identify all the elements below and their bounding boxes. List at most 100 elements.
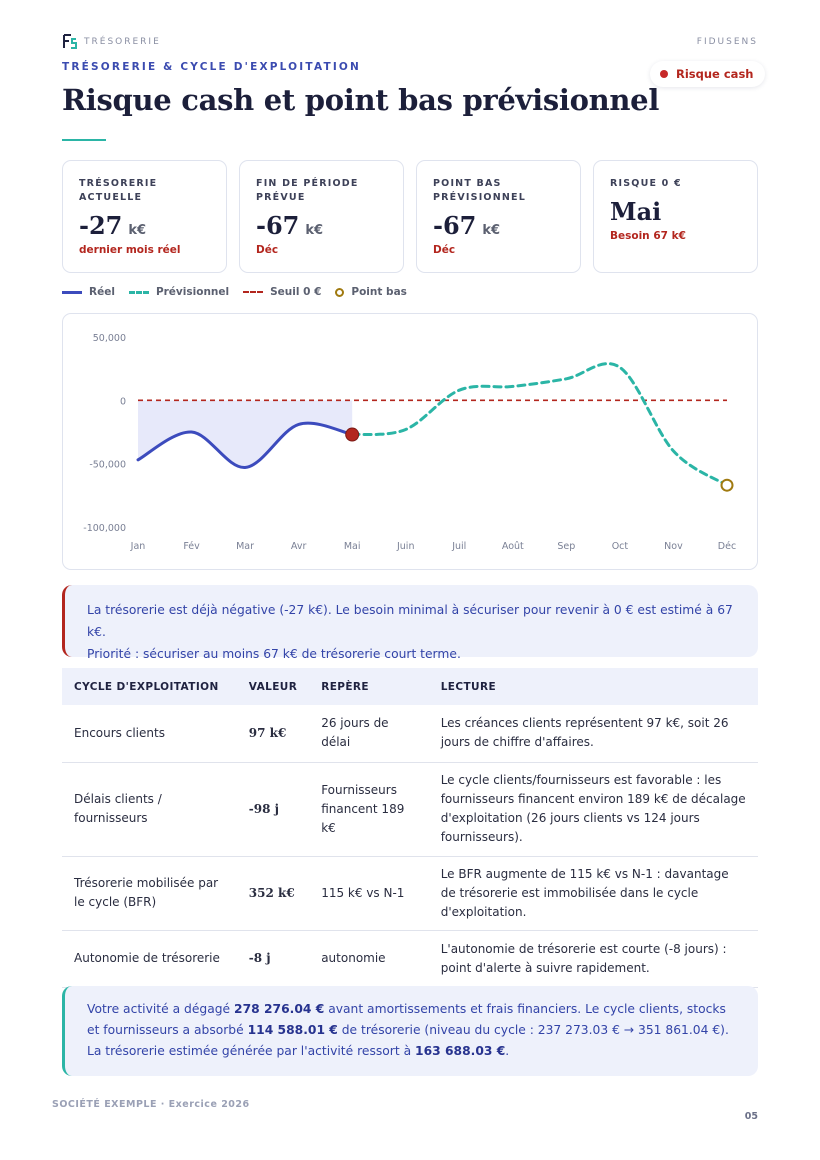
row-label: Délais clients / fournisseurs <box>62 762 237 857</box>
row-label: Autonomie de trésorerie <box>62 930 237 988</box>
alert-line-1: La trésorerie est déjà négative (-27 k€)… <box>87 603 733 639</box>
summary-text: . <box>505 1044 510 1058</box>
x-tick-label: Sep <box>557 541 575 552</box>
cash-chart-svg: 50,000 0 -50,000 -100,000 Jan Fév Mar Avr Mai Jui… <box>83 333 736 552</box>
row-value: -98 j <box>236 762 310 857</box>
x-tick-label: Août <box>502 541 524 552</box>
kpi-value: -67 k€ <box>433 211 565 240</box>
row-value: 97 k€ <box>236 705 310 763</box>
cash-chart: 50,000 0 -50,000 -100,000 Jan Fév Mar Avr Mai Jui… <box>62 313 758 570</box>
kpi-sub: Déc <box>256 244 279 256</box>
forecast-series-line <box>350 362 729 487</box>
kpi-number: -67 <box>256 211 300 240</box>
summary-highlight: 114 588.01 € <box>247 1023 338 1037</box>
legend-label: Point bas <box>351 286 407 298</box>
row-label: Trésorerie mobilisée par le cycle (BFR) <box>62 856 237 931</box>
kpi-sub: dernier mois réel <box>79 244 181 256</box>
x-tick-label: Juil <box>451 541 466 552</box>
dashed-line-icon <box>243 291 264 293</box>
kpi-unit: k€ <box>128 223 147 238</box>
table-row: Autonomie de trésorerie -8 j autonomie L… <box>62 930 758 988</box>
page-kicker: TRÉSORERIE & CYCLE D'EXPLOITATION <box>62 61 362 73</box>
x-tick-label: Juin <box>396 541 414 552</box>
title-underline <box>62 139 106 141</box>
kpi-card-zero-risk: RISQUE 0 € Mai Besoin 67 k€ <box>593 160 758 273</box>
row-value: 352 k€ <box>236 856 310 931</box>
kpi-number: -27 <box>79 211 123 240</box>
legend-item-real: Réel <box>62 286 115 298</box>
footer-company: SOCIÉTÉ EXEMPLE · Exercice 2026 <box>52 1099 250 1110</box>
row-reference: autonomie <box>309 930 429 988</box>
row-reference: 115 k€ vs N-1 <box>309 856 429 931</box>
table-header: CYCLE D'EXPLOITATION <box>62 668 237 705</box>
table-header: VALEUR <box>236 668 310 705</box>
row-reading: L'autonomie de trésorerie est courte (-8… <box>428 930 758 988</box>
kpi-label: RISQUE 0 € <box>610 178 682 189</box>
x-tick-label: Avr <box>291 541 307 552</box>
row-reading: Le BFR augmente de 115 k€ vs N-1 : davan… <box>428 856 758 931</box>
summary-text: avant amortissements et frais financiers… <box>87 1002 726 1037</box>
kpi-value: Mai <box>610 197 742 226</box>
table-header-row: CYCLE D'EXPLOITATION VALEUR REPÈRE LECTU… <box>62 668 758 705</box>
fidusens-logo-icon <box>63 34 77 49</box>
table-row: Délais clients / fournisseurs -98 j Four… <box>62 762 758 857</box>
legend-item-low-point: Point bas <box>335 286 407 298</box>
kpi-label: POINT BAS PRÉVISIONNEL <box>433 178 526 203</box>
kpi-label: TRÉSORERIE ACTUELLE <box>79 178 158 203</box>
summary-text: Votre activité a dégagé <box>87 1002 235 1016</box>
dashed-line-icon <box>128 290 149 294</box>
chart-legend: Réel Prévisionnel Seuil 0 € Point bas <box>62 284 421 300</box>
y-tick-label: -100,000 <box>83 523 126 534</box>
ring-marker-icon <box>335 287 345 297</box>
alert-box: La trésorerie est déjà négative (-27 k€)… <box>62 585 758 661</box>
x-tick-label: Mar <box>236 541 254 552</box>
low-point-marker <box>720 478 734 492</box>
row-reading: Les créances clients représentent 97 k€,… <box>428 705 758 763</box>
y-tick-label: -50,000 <box>89 460 126 471</box>
row-value: -8 j <box>236 930 310 988</box>
table-row: Encours clients 97 k€ 26 jours de délai … <box>62 705 758 763</box>
legend-item-threshold: Seuil 0 € <box>243 286 321 298</box>
risk-badge-label: Risque cash <box>676 67 754 81</box>
kpi-value: -67 k€ <box>256 211 388 240</box>
x-tick-label: Mai <box>344 541 361 552</box>
kpi-card-current-cash: TRÉSORERIE ACTUELLE -27 k€ dernier mois r… <box>62 160 227 273</box>
kpi-card-low-point: POINT BAS PRÉVISIONNEL -67 k€ Déc <box>416 160 581 273</box>
kpi-sub: Besoin 67 k€ <box>610 230 686 242</box>
x-tick-label: Jan <box>130 541 146 552</box>
real-series-line <box>136 421 354 469</box>
page-title: Risque cash et point bas prévisionnel <box>62 83 660 117</box>
summary-box: Votre activité a dégagé 278 276.04 € ava… <box>62 986 758 1076</box>
page-number: 05 <box>744 1111 758 1122</box>
legend-label: Réel <box>89 286 115 298</box>
kpi-number: Mai <box>610 197 662 226</box>
x-tick-label: Fév <box>183 541 200 552</box>
table-header: LECTURE <box>428 668 758 705</box>
kpi-number: -67 <box>433 211 477 240</box>
table-row: Trésorerie mobilisée par le cycle (BFR) … <box>62 856 758 931</box>
alert-line-2: Priorité : sécuriser au moins 67 k€ de t… <box>87 647 461 661</box>
negative-cash-area <box>138 400 353 468</box>
solid-line-icon <box>62 290 82 294</box>
current-point-marker <box>345 427 360 442</box>
risk-cash-badge: Risque cash <box>650 61 766 87</box>
row-reference: Fournisseurs financent 189 k€ <box>309 762 429 857</box>
summary-text: de trésorerie (niveau du cycle : 237 273… <box>87 1023 729 1058</box>
kpi-card-end-of-period: FIN DE PÉRIODE PRÉVUE -67 k€ Déc <box>239 160 404 273</box>
legend-label: Prévisionnel <box>155 286 230 298</box>
kpi-label: FIN DE PÉRIODE PRÉVUE <box>256 178 359 203</box>
kpi-unit: k€ <box>482 223 501 238</box>
summary-highlight: 278 276.04 € <box>234 1002 325 1016</box>
kpi-unit: k€ <box>305 223 324 238</box>
row-reading: Le cycle clients/fournisseurs est favora… <box>428 762 758 857</box>
table-header: REPÈRE <box>309 668 429 705</box>
x-tick-label: Déc <box>718 541 736 552</box>
section-label: TRÉSORERIE <box>84 37 161 47</box>
x-tick-label: Oct <box>612 541 629 552</box>
kpi-sub: Déc <box>433 244 456 256</box>
summary-highlight: 163 688.03 € <box>415 1044 506 1058</box>
x-tick-label: Nov <box>664 541 683 552</box>
legend-label: Seuil 0 € <box>270 286 322 298</box>
alert-dot-icon <box>660 70 668 78</box>
row-label: Encours clients <box>62 705 237 763</box>
